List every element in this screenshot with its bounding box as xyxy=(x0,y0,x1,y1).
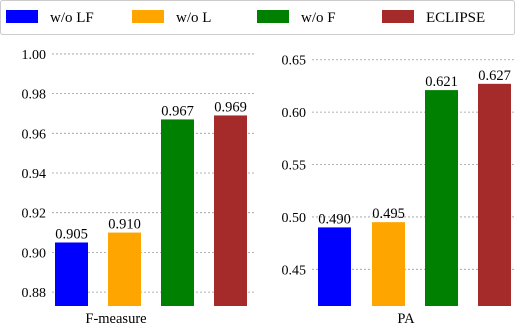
f-measure-bar-w-o-f xyxy=(161,119,194,306)
f-measure-ytick-label: 0.92 xyxy=(22,207,47,222)
legend-swatch-w-o-lf xyxy=(6,10,38,23)
legend-label-w-o-l: w/o L xyxy=(176,10,211,26)
pa-bar-w-o-f xyxy=(425,90,458,306)
f-measure-value-label-w-o-l: 0.910 xyxy=(108,217,141,233)
f-measure-ytick-label: 1.00 xyxy=(22,48,47,63)
legend-label-eclipse: ECLIPSE xyxy=(426,10,485,26)
f-measure-ytick-label: 0.88 xyxy=(22,286,47,301)
legend-swatch-eclipse xyxy=(382,10,414,23)
f-measure-bar-w-o-l xyxy=(108,232,141,306)
pa-ytick-label: 0.65 xyxy=(282,54,307,69)
legend-swatch-w-o-f xyxy=(257,10,289,23)
panel-pa: 0.45 0.50 0.55 0.60 0.65 0.490 0.495 0.621 0.627… xyxy=(282,54,515,325)
pa-value-label-w-o-lf: 0.490 xyxy=(318,211,351,227)
legend: w/o LF w/o L w/o F ECLIPSE xyxy=(0,0,515,35)
f-measure-value-label-w-o-lf: 0.905 xyxy=(55,226,88,242)
f-measure-ytick-label: 0.96 xyxy=(22,127,47,142)
f-measure-bar-eclipse xyxy=(214,115,247,306)
f-measure-value-label-w-o-f: 0.967 xyxy=(161,103,194,119)
pa-value-label-eclipse: 0.627 xyxy=(478,68,511,84)
f-measure-value-label-eclipse: 0.969 xyxy=(214,99,247,115)
pa-bar-eclipse xyxy=(478,83,511,306)
panel-f-measure: 0.88 0.90 0.92 0.94 0.96 0.98 1.00 0.905 0.910 0.… xyxy=(22,48,256,325)
legend-label-w-o-lf: w/o LF xyxy=(50,10,94,26)
f-measure-ytick-label: 0.90 xyxy=(22,246,47,261)
pa-ytick-label: 0.60 xyxy=(282,106,307,121)
legend-label-w-o-f: w/o F xyxy=(301,10,336,26)
f-measure-ytick-label: 0.94 xyxy=(22,167,47,182)
f-measure-category-label: F-measure xyxy=(85,311,146,325)
pa-bar-w-o-lf xyxy=(318,227,351,306)
f-measure-ytick-label: 0.98 xyxy=(22,88,47,103)
legend-swatch-w-o-l xyxy=(132,10,164,23)
pa-category-label: PA xyxy=(397,311,415,325)
pa-ytick-label: 0.50 xyxy=(282,211,307,226)
f-measure-bar-w-o-lf xyxy=(55,242,88,306)
pa-ytick-label: 0.45 xyxy=(282,263,307,278)
pa-ytick-label: 0.55 xyxy=(282,159,307,174)
pa-bar-w-o-l xyxy=(372,222,405,306)
pa-value-label-w-o-l: 0.495 xyxy=(372,206,405,222)
pa-value-label-w-o-f: 0.621 xyxy=(425,74,458,90)
